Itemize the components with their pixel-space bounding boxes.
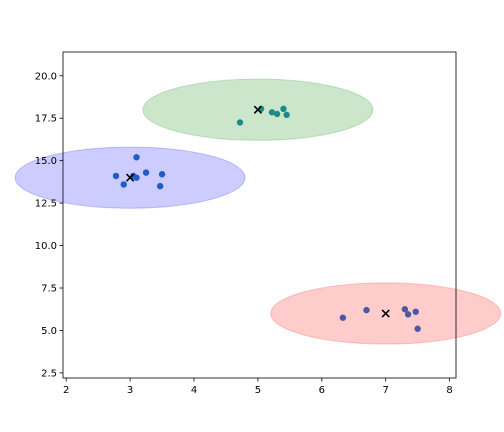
data-point-3-5 (412, 308, 419, 315)
data-point-1-8 (130, 172, 137, 180)
y-tick-label: 17.5 (35, 114, 57, 125)
data-point-3-4 (404, 311, 412, 318)
y-tick-label: 7.5 (41, 284, 57, 295)
y-axis: 2.5 5.0 7.5 10.0 12.5 15.0 17.5 20.0 (35, 71, 63, 379)
cluster-center-marker-2 (253, 105, 263, 114)
data-point-1-1 (112, 172, 120, 180)
data-point-1-3 (133, 154, 140, 161)
data-point-2-3 (268, 109, 276, 116)
data-point-2-6 (283, 111, 290, 119)
y-tick-label: 10.0 (35, 241, 57, 252)
data-point-3-1 (339, 314, 347, 321)
data-point-3-3 (401, 306, 409, 313)
x-axis: 2 3 4 5 6 7 8 (63, 378, 453, 396)
data-point-1-2 (120, 181, 127, 188)
data-point-1-6 (158, 171, 166, 178)
data-point-3-2 (363, 306, 370, 314)
cluster-circles (14, 78, 502, 345)
x-tick-label: 3 (127, 385, 133, 396)
plot-area-frame (62, 51, 457, 379)
data-point-1-5 (142, 169, 150, 176)
data-point-1-7 (156, 182, 164, 190)
cluster-centers (125, 105, 390, 318)
y-tick-label: 20.0 (35, 71, 57, 82)
x-tick-label: 8 (446, 385, 452, 396)
y-tick-label: 15.0 (35, 156, 57, 167)
data-point-2-1 (236, 119, 244, 126)
data-point-3-6 (414, 325, 421, 332)
cluster-center-marker-1 (125, 173, 135, 182)
data-point-2-4 (273, 110, 281, 118)
data-point-2-5 (280, 105, 287, 113)
x-tick-label: 5 (255, 385, 261, 396)
x-tick-label: 7 (383, 385, 389, 396)
x-tick-label: 4 (191, 385, 197, 396)
x-tick-label: 6 (319, 385, 325, 396)
y-tick-label: 2.5 (41, 368, 57, 379)
y-tick-label: 12.5 (35, 199, 57, 210)
x-tick-label: 2 (63, 385, 69, 396)
y-tick-label: 5.0 (41, 326, 57, 337)
cluster-center-marker-3 (381, 309, 390, 318)
